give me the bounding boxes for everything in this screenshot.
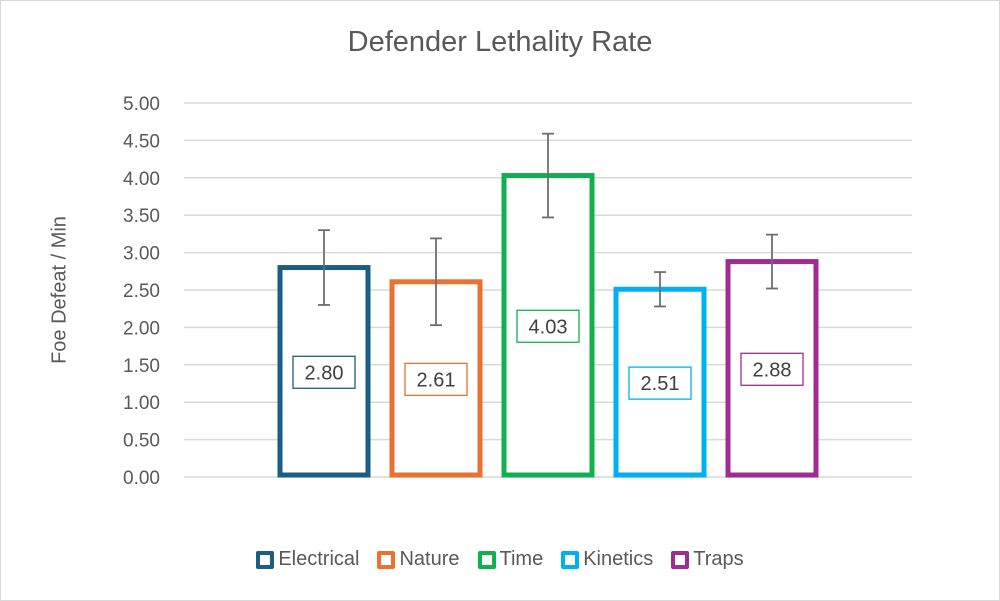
data-label: 2.61 bbox=[417, 369, 456, 391]
legend-item-electrical: Electrical bbox=[256, 548, 359, 571]
legend-swatch bbox=[561, 550, 580, 569]
data-label: 2.51 bbox=[641, 373, 680, 395]
data-label-box bbox=[516, 309, 580, 343]
legend-label: Nature bbox=[399, 548, 460, 570]
legend-label: Traps bbox=[693, 548, 744, 570]
y-tick-label: 0.00 bbox=[123, 468, 160, 489]
y-tick-label: 2.00 bbox=[123, 318, 160, 339]
y-tick-label: 1.50 bbox=[123, 356, 160, 377]
legend-item-traps: Traps bbox=[671, 548, 744, 571]
data-label-box bbox=[404, 362, 468, 397]
legend-item-kinetics: Kinetics bbox=[561, 548, 653, 571]
y-tick-label: 5.00 bbox=[123, 94, 160, 115]
chart-legend: Electrical Nature Time Kinetics Traps bbox=[0, 548, 1000, 571]
legend-item-nature: Nature bbox=[377, 548, 460, 571]
legend-label: Electrical bbox=[278, 548, 360, 570]
y-tick-label: 0.50 bbox=[123, 431, 160, 452]
y-tick-label: 2.50 bbox=[123, 281, 160, 302]
chart-title: Defender Lethality Rate bbox=[347, 26, 653, 58]
data-label-box bbox=[628, 366, 692, 400]
y-tick-label: 4.00 bbox=[123, 169, 160, 190]
y-tick-label: 3.50 bbox=[123, 206, 160, 227]
y-tick-label: 1.00 bbox=[123, 393, 160, 414]
y-tick-label: 4.50 bbox=[123, 131, 160, 152]
data-label: 2.80 bbox=[305, 362, 344, 384]
legend-swatch bbox=[377, 550, 396, 569]
data-label: 2.88 bbox=[753, 359, 792, 381]
data-label-box bbox=[740, 352, 804, 386]
legend-label: Kinetics bbox=[583, 548, 654, 570]
data-label: 4.03 bbox=[529, 316, 568, 338]
legend-label: Time bbox=[499, 548, 544, 570]
legend-swatch bbox=[256, 550, 275, 569]
y-tick-label: 3.00 bbox=[123, 244, 160, 265]
legend-item-time: Time bbox=[477, 548, 544, 571]
legend-swatch bbox=[671, 550, 690, 569]
data-label-box bbox=[292, 355, 356, 389]
legend-swatch bbox=[477, 550, 496, 569]
